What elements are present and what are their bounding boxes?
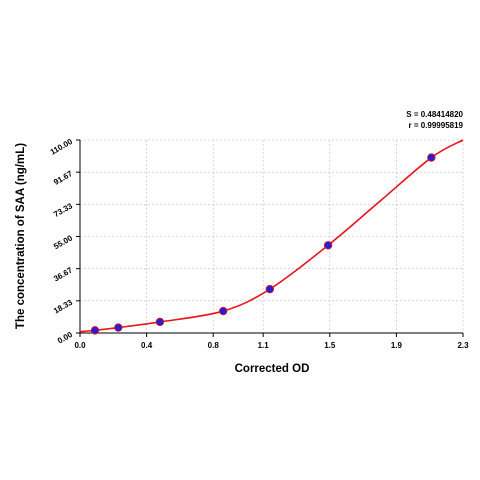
r-value-label: r = 0.99995819 (409, 121, 464, 130)
data-points (90, 153, 436, 335)
data-point (427, 153, 436, 162)
x-tick-label: 1.5 (324, 341, 336, 350)
data-point (114, 323, 123, 332)
data-point (323, 241, 333, 250)
fit-curve (79, 139, 464, 333)
data-point (155, 317, 165, 327)
x-tick-label: 1.1 (258, 341, 270, 350)
data-point (265, 284, 275, 294)
grid-lines (80, 139, 464, 333)
y-axis-title: The concentration of SAA (ng/mL) (15, 143, 27, 329)
data-point (90, 326, 100, 335)
x-tick-labels: 0.0 0.4 0.8 1.1 1.5 1.9 2.3 (74, 333, 469, 350)
x-tick-label: 2.3 (457, 341, 469, 350)
data-point (219, 306, 228, 316)
x-axis-title: Corrected OD (235, 363, 310, 375)
s-value-label: S = 0.48414820 (406, 110, 463, 119)
x-tick-label: 0.4 (141, 341, 153, 350)
x-tick-label: 0.8 (208, 341, 220, 350)
x-tick-label: 0.0 (74, 341, 86, 350)
x-tick-label: 1.9 (391, 341, 403, 350)
